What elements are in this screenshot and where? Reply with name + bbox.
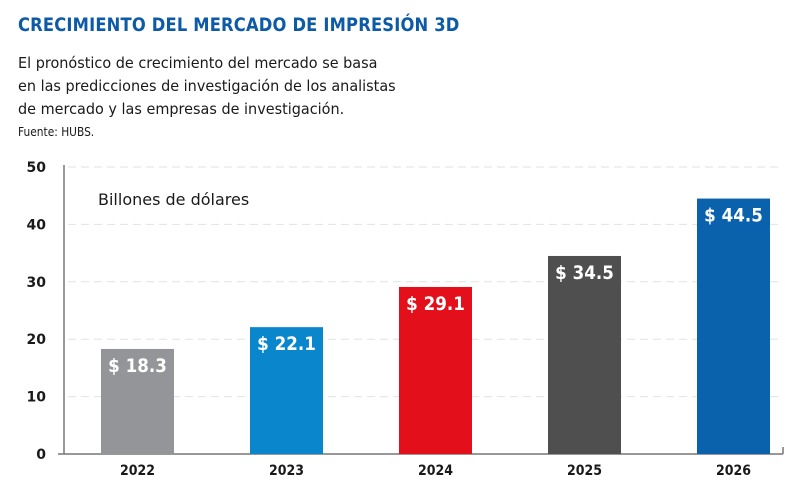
subtitle-line: en las predicciones de investigación de … xyxy=(18,77,396,95)
y-tick-label: 10 xyxy=(27,390,47,406)
data-label: $ 18.3 xyxy=(108,355,167,377)
y-tick-label: 20 xyxy=(27,332,47,348)
chart-title: CRECIMIENTO DEL MERCADO DE IMPRESIÓN 3D xyxy=(18,14,460,36)
bar-2025 xyxy=(548,255,621,454)
data-label: $ 44.5 xyxy=(704,205,763,227)
source-note: Fuente: HUBS. xyxy=(18,124,95,139)
data-label: $ 29.1 xyxy=(406,293,465,315)
y-tick-label: 0 xyxy=(36,447,46,463)
x-tick-label: 2023 xyxy=(269,463,304,479)
chart-subtitle: El pronóstico de crecimiento del mercado… xyxy=(18,52,396,121)
y-tick-label: 50 xyxy=(27,160,47,176)
bar-2026 xyxy=(697,198,770,454)
x-tick-label: 2025 xyxy=(567,463,602,479)
y-tick-label: 30 xyxy=(27,275,47,291)
x-tick-label: 2022 xyxy=(120,463,155,479)
unit-label: Billones de dólares xyxy=(98,190,249,209)
bar-2024 xyxy=(399,286,472,454)
subtitle-line: El pronóstico de crecimiento del mercado… xyxy=(18,54,378,72)
x-tick-label: 2024 xyxy=(418,463,453,479)
bar-2023 xyxy=(250,327,323,454)
data-label: $ 34.5 xyxy=(555,262,614,284)
y-tick-label: 40 xyxy=(27,217,47,233)
bar-2022 xyxy=(101,348,174,454)
data-label: $ 22.1 xyxy=(257,333,316,355)
x-tick-label: 2026 xyxy=(716,463,751,479)
subtitle-line: de mercado y las empresas de investigaci… xyxy=(18,100,345,118)
